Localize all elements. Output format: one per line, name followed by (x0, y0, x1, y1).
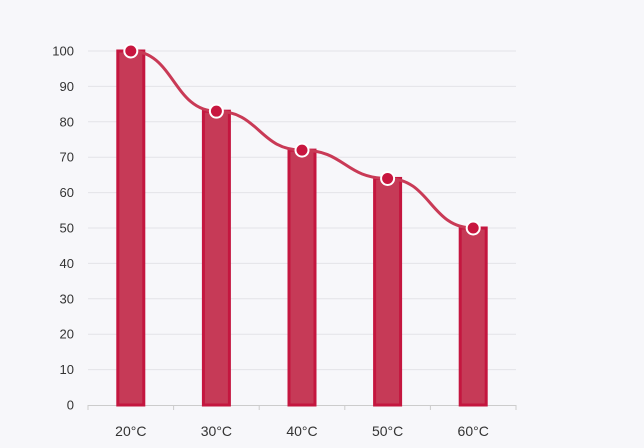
bar[interactable] (116, 49, 146, 407)
data-point[interactable] (123, 43, 139, 59)
bar-series (116, 49, 488, 407)
y-tick-label: 20 (60, 327, 74, 342)
x-tick-label: 20°C (115, 423, 146, 439)
x-tick-label: 50°C (372, 423, 403, 439)
y-tick-label: 100 (52, 44, 74, 59)
y-tick-label: 0 (67, 398, 74, 413)
y-tick-label: 90 (60, 79, 74, 94)
x-tick-label: 40°C (286, 423, 317, 439)
x-tick-label: 60°C (458, 423, 489, 439)
x-tick-label: 30°C (201, 423, 232, 439)
data-point[interactable] (294, 142, 310, 158)
y-tick-label: 30 (60, 291, 74, 306)
bar[interactable] (287, 148, 317, 407)
bar[interactable] (373, 176, 403, 407)
point-markers (123, 43, 481, 236)
bar[interactable] (458, 226, 488, 407)
y-tick-label: 50 (60, 221, 74, 236)
y-tick-label: 10 (60, 362, 74, 377)
y-tick-label: 60 (60, 185, 74, 200)
y-tick-label: 40 (60, 256, 74, 271)
data-point[interactable] (208, 103, 224, 119)
data-point[interactable] (380, 170, 396, 186)
y-tick-label: 70 (60, 150, 74, 165)
y-tick-label: 80 (60, 114, 74, 129)
data-point[interactable] (465, 220, 481, 236)
bar[interactable] (201, 109, 231, 407)
tick-labels: 0 10 20 30 40 50 60 70 80 90 100 20°C 30°C 40°C 50°C 60… (52, 44, 489, 440)
